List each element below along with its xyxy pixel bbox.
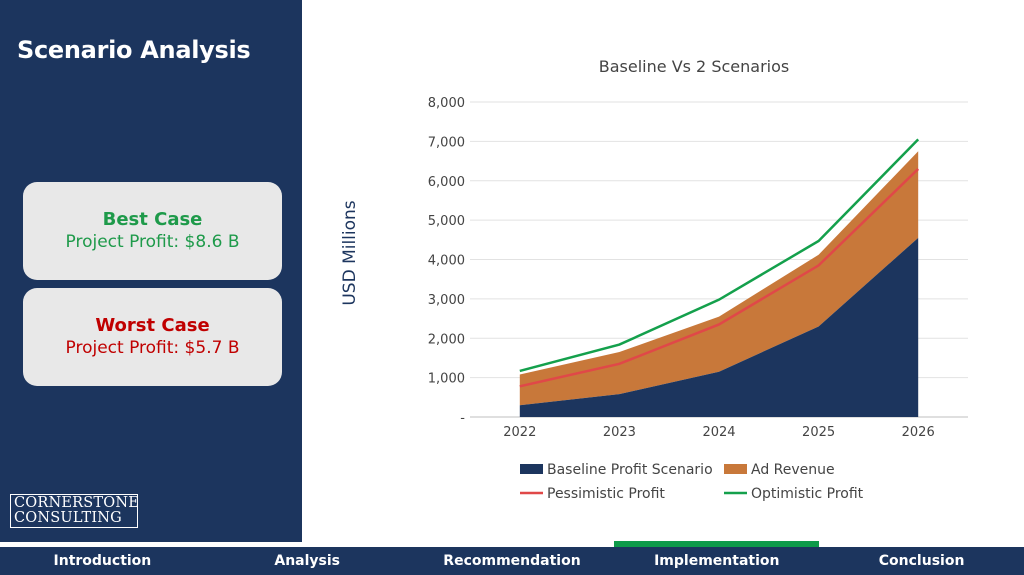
area-ad-revenue bbox=[519, 151, 919, 406]
x-tick-label: 2022 bbox=[503, 425, 536, 440]
nav-conclusion[interactable]: Conclusion bbox=[878, 553, 965, 569]
y-tick-label: 1,000 bbox=[428, 372, 465, 387]
chart-lines bbox=[519, 138, 920, 388]
y-tick-label: 6,000 bbox=[428, 175, 465, 190]
page-title: Scenario Analysis bbox=[17, 36, 251, 64]
best-case-value: Project Profit: $8.6 B bbox=[65, 232, 240, 252]
nav-introduction[interactable]: Introduction bbox=[53, 553, 152, 569]
worst-case-title: Worst Case bbox=[95, 315, 210, 336]
x-tick-label: 2024 bbox=[702, 425, 735, 440]
left-panel: Scenario Analysis Best Case Project Prof… bbox=[0, 0, 302, 542]
chart-areas bbox=[519, 151, 919, 417]
y-tick-label: 5,000 bbox=[428, 214, 465, 229]
nav-recommendation[interactable]: Recommendation bbox=[443, 553, 581, 569]
legend-label: Optimistic Profit bbox=[751, 486, 864, 502]
legend-swatch bbox=[520, 464, 543, 474]
best-case-card: Best Case Project Profit: $8.6 B bbox=[23, 182, 282, 280]
x-axis-ticks: 2022 2023 2024 2025 2026 bbox=[503, 425, 934, 440]
area-baseline-profit bbox=[519, 237, 919, 417]
line-pessimistic-profit bbox=[519, 168, 920, 388]
worst-case-card: Worst Case Project Profit: $5.7 B bbox=[23, 288, 282, 386]
chart-title: Baseline Vs 2 Scenarios bbox=[599, 57, 789, 76]
logo-line-2: CONSULTING bbox=[14, 510, 122, 526]
y-tick-label: 8,000 bbox=[428, 96, 465, 111]
company-logo: CORNERSTONE CONSULTING bbox=[10, 494, 140, 528]
bottom-nav: Introduction Analysis Recommendation Imp… bbox=[0, 541, 1024, 575]
nav-analysis[interactable]: Analysis bbox=[274, 553, 341, 569]
scenario-chart: Baseline Vs 2 Scenarios USD Millions - 1,… bbox=[340, 57, 968, 502]
y-axis-ticks: - 1,000 2,000 3,000 4,000 5,000 6,000 7,000 8,00… bbox=[428, 96, 466, 426]
legend-swatch bbox=[724, 464, 747, 474]
legend-label: Ad Revenue bbox=[751, 462, 835, 478]
chart-legend: Baseline Profit Scenario Ad Revenue Pessim… bbox=[520, 462, 864, 502]
x-tick-label: 2026 bbox=[902, 425, 935, 440]
y-axis-label: USD Millions bbox=[340, 200, 360, 305]
y-tick-label: - bbox=[460, 411, 465, 426]
legend-label: Baseline Profit Scenario bbox=[547, 462, 713, 478]
x-tick-label: 2025 bbox=[802, 425, 835, 440]
y-tick-label: 3,000 bbox=[428, 293, 465, 308]
x-tick-label: 2023 bbox=[603, 425, 636, 440]
line-optimistic-profit bbox=[519, 138, 920, 373]
legend-label: Pessimistic Profit bbox=[547, 486, 665, 502]
y-tick-label: 4,000 bbox=[428, 254, 465, 269]
nav-implementation[interactable]: Implementation bbox=[614, 541, 819, 575]
y-tick-label: 7,000 bbox=[428, 135, 465, 150]
logo-line-1: CORNERSTONE bbox=[14, 495, 140, 511]
worst-case-value: Project Profit: $5.7 B bbox=[65, 338, 240, 358]
best-case-title: Best Case bbox=[102, 209, 203, 230]
y-tick-label: 2,000 bbox=[428, 332, 465, 347]
